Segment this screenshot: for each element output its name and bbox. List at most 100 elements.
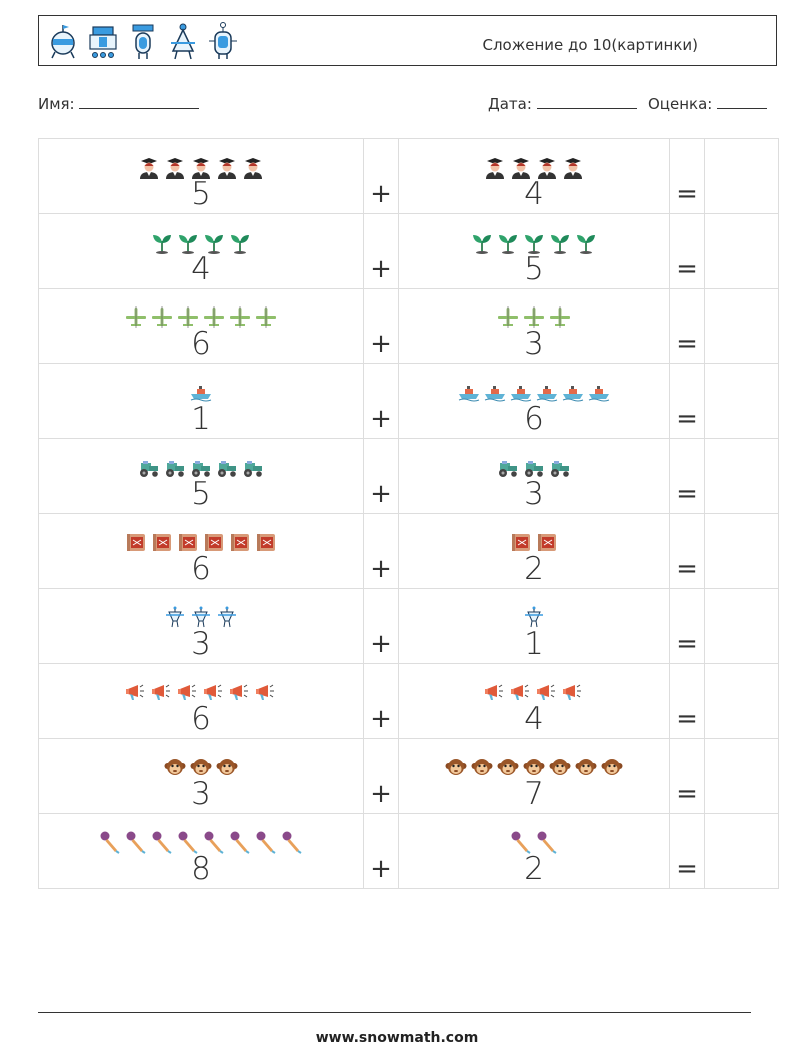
graduate-icon	[536, 155, 558, 179]
airplane-icon	[151, 305, 173, 329]
plus-sign: +	[370, 329, 392, 359]
plus-cell: +	[363, 438, 399, 514]
first-addend-number: 6	[191, 326, 211, 362]
equals-cell: =	[669, 588, 705, 664]
name-blank[interactable]	[79, 94, 200, 109]
sprout-icon	[575, 230, 597, 254]
tractor-icon	[523, 455, 545, 479]
ship-icon	[190, 380, 212, 404]
second-addend-pictures	[399, 672, 669, 704]
second-addend-pictures	[399, 222, 669, 254]
date-blank[interactable]	[536, 94, 637, 109]
first-addend-pictures	[39, 447, 363, 479]
drum-icon	[255, 530, 277, 554]
equals-cell: =	[669, 438, 705, 514]
second-addend-number: 1	[524, 626, 544, 662]
graduate-icon	[216, 155, 238, 179]
answer-cell[interactable]	[704, 738, 779, 814]
footer-url[interactable]: www.snowmath.com	[315, 1030, 479, 1046]
first-addend-pictures	[39, 822, 363, 854]
monkey-icon	[471, 755, 493, 779]
plus-cell: +	[363, 738, 399, 814]
answer-cell[interactable]	[704, 213, 779, 289]
second-addend-number: 2	[524, 551, 544, 587]
airplane-icon	[497, 305, 519, 329]
tractor-icon	[549, 455, 571, 479]
problem-row: 1 +6 =	[38, 363, 779, 439]
grade-blank[interactable]	[717, 94, 768, 109]
first-addend-number: 3	[191, 626, 211, 662]
monkey-icon	[164, 755, 186, 779]
answer-cell[interactable]	[704, 363, 779, 439]
first-addend-cell: 6	[38, 663, 364, 739]
megaphone-icon	[536, 680, 558, 704]
second-addend-number: 5	[524, 251, 544, 287]
plus-cell: +	[363, 363, 399, 439]
problem-row: 5 +4 =	[38, 138, 779, 214]
answer-cell[interactable]	[704, 138, 779, 214]
microphone-icon	[99, 830, 121, 854]
graduate-icon	[190, 155, 212, 179]
megaphone-icon	[562, 680, 584, 704]
first-addend-number: 4	[191, 251, 211, 287]
second-addend-pictures	[399, 447, 669, 479]
second-addend-number: 3	[524, 326, 544, 362]
sprout-icon	[229, 230, 251, 254]
plus-cell: +	[363, 213, 399, 289]
megaphone-icon	[125, 680, 147, 704]
sprout-icon	[497, 230, 519, 254]
monkey-icon	[497, 755, 519, 779]
graduate-icon	[484, 155, 506, 179]
answer-cell[interactable]	[704, 813, 779, 889]
plus-cell: +	[363, 813, 399, 889]
answer-cell[interactable]	[704, 438, 779, 514]
first-addend-pictures	[39, 747, 363, 779]
equals-sign: =	[676, 179, 698, 209]
monkey-icon	[549, 755, 571, 779]
first-addend-pictures	[39, 297, 363, 329]
answer-cell[interactable]	[704, 513, 779, 589]
second-addend-cell: 4	[398, 138, 670, 214]
problem-row: 3 +1 =	[38, 588, 779, 664]
equals-sign: =	[676, 254, 698, 284]
plus-sign: +	[370, 554, 392, 584]
plus-sign: +	[370, 629, 392, 659]
second-addend-cell: 1	[398, 588, 670, 664]
name-field[interactable]: Имя:	[38, 94, 200, 113]
equals-sign: =	[676, 404, 698, 434]
equals-cell: =	[669, 738, 705, 814]
date-field[interactable]: Дата:	[488, 94, 637, 113]
first-addend-cell: 3	[38, 738, 364, 814]
problem-row: 5 +3 =	[38, 438, 779, 514]
airplane-icon	[523, 305, 545, 329]
robot-pod-icon	[51, 25, 75, 59]
first-addend-cell: 4	[38, 213, 364, 289]
name-label: Имя:	[38, 95, 75, 113]
robot-icon	[523, 605, 545, 629]
robot-capsule-icon	[132, 24, 154, 59]
problem-row: 4 +5 =	[38, 213, 779, 289]
answer-cell[interactable]	[704, 588, 779, 664]
plus-cell: +	[363, 663, 399, 739]
airplane-icon	[203, 305, 225, 329]
problem-row: 8 +2 =	[38, 813, 779, 889]
megaphone-icon	[229, 680, 251, 704]
ship-icon	[484, 380, 506, 404]
sprout-icon	[549, 230, 571, 254]
tractor-icon	[164, 455, 186, 479]
answer-cell[interactable]	[704, 288, 779, 364]
equals-sign: =	[676, 629, 698, 659]
megaphone-icon	[510, 680, 532, 704]
megaphone-icon	[255, 680, 277, 704]
second-addend-cell: 6	[398, 363, 670, 439]
grade-field[interactable]: Оценка:	[648, 94, 768, 113]
second-addend-number: 6	[524, 401, 544, 437]
megaphone-icon	[177, 680, 199, 704]
airplane-icon	[549, 305, 571, 329]
microphone-icon	[229, 830, 251, 854]
answer-cell[interactable]	[704, 663, 779, 739]
ship-icon	[458, 380, 480, 404]
equals-cell: =	[669, 513, 705, 589]
megaphone-icon	[203, 680, 225, 704]
sprout-icon	[471, 230, 493, 254]
